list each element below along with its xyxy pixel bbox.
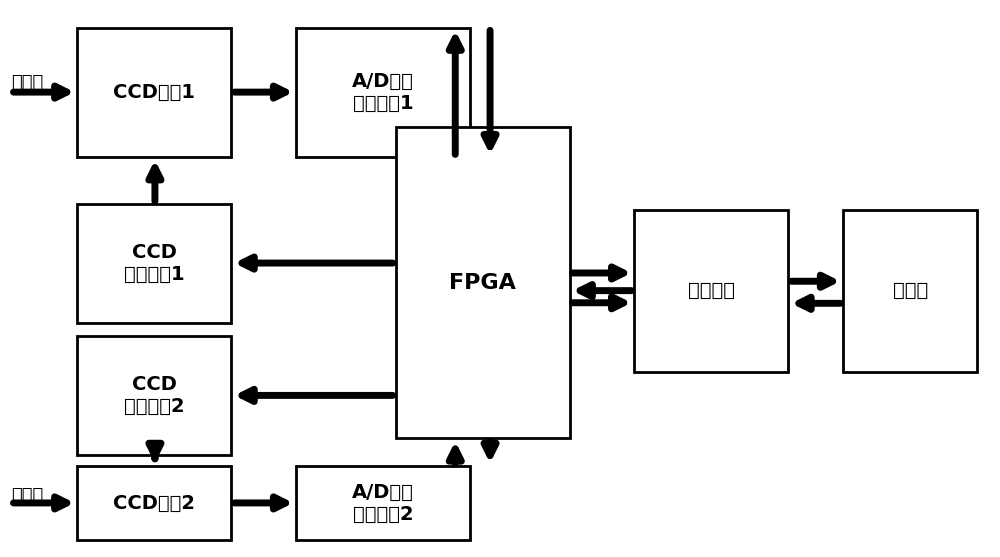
FancyBboxPatch shape [77, 336, 231, 455]
Text: CCD
驱动电路1: CCD 驱动电路1 [124, 243, 185, 284]
FancyBboxPatch shape [77, 204, 231, 323]
Text: CCD芯片1: CCD芯片1 [113, 83, 195, 102]
Text: A/D模数
转换芯片1: A/D模数 转换芯片1 [352, 72, 414, 113]
Text: 接口芯片: 接口芯片 [688, 281, 735, 300]
FancyBboxPatch shape [296, 28, 470, 157]
Text: A/D模数
转换芯片2: A/D模数 转换芯片2 [352, 483, 414, 524]
FancyBboxPatch shape [634, 209, 788, 372]
Text: 光信号: 光信号 [11, 487, 43, 505]
FancyBboxPatch shape [296, 466, 470, 540]
Text: 光信号: 光信号 [11, 74, 43, 92]
Text: CCD芯片2: CCD芯片2 [113, 494, 195, 512]
Text: FPGA: FPGA [449, 272, 516, 292]
FancyBboxPatch shape [396, 127, 570, 438]
FancyBboxPatch shape [77, 28, 231, 157]
FancyBboxPatch shape [77, 466, 231, 540]
Text: CCD
驱动电路2: CCD 驱动电路2 [124, 375, 185, 416]
Text: 计算机: 计算机 [893, 281, 928, 300]
FancyBboxPatch shape [843, 209, 977, 372]
